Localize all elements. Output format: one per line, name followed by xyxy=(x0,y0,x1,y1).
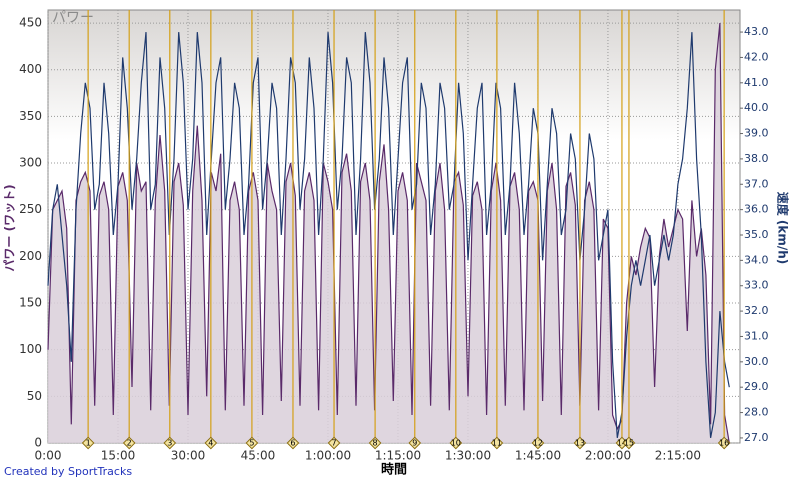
y-tick-label: 200 xyxy=(19,249,42,263)
lap-label: 5 xyxy=(249,439,254,448)
credit: Created by SportTracks xyxy=(4,465,132,478)
x-tick-label: 30:00 xyxy=(171,449,206,463)
x-axis-label: 時間 xyxy=(381,462,407,478)
lap-label: 11 xyxy=(492,439,502,448)
lap-diamond xyxy=(615,436,629,450)
lap-diamond xyxy=(368,436,382,450)
y-tick-label: 50 xyxy=(27,389,42,403)
lap-diamond xyxy=(245,436,259,450)
lap-label: 8 xyxy=(373,439,378,448)
y2-tick-label: 29.0 xyxy=(744,380,769,393)
x-tick-label: 0:00 xyxy=(35,449,62,463)
x-tick-label: 45:00 xyxy=(241,449,276,463)
y2-axis-label: 速度 (km/h) xyxy=(776,192,791,265)
y2-tick-label: 32.0 xyxy=(744,304,769,317)
x-tick-label: 2:00:00 xyxy=(585,449,631,463)
lap-diamond xyxy=(327,436,341,450)
lap-diamond xyxy=(490,436,504,450)
lap-label: 12 xyxy=(533,439,543,448)
y2-tick-label: 38.0 xyxy=(744,152,769,165)
y2-tick-label: 41.0 xyxy=(744,76,769,89)
lap-label: 10 xyxy=(451,439,461,448)
lap-label: 13 xyxy=(575,439,585,448)
y-tick-label: 250 xyxy=(19,202,42,216)
x-tick-label: 1:00:00 xyxy=(305,449,351,463)
y-tick-label: 400 xyxy=(19,62,42,76)
y-tick-label: 300 xyxy=(19,156,42,170)
y2-tick-label: 43.0 xyxy=(744,25,769,38)
y2-tick-label: 37.0 xyxy=(744,177,769,190)
lap-diamond xyxy=(408,436,422,450)
lap-diamond xyxy=(122,436,136,450)
x-tick-label: 15:00 xyxy=(101,449,136,463)
lap-label: 14 xyxy=(617,439,627,448)
y2-tick-label: 35.0 xyxy=(744,228,769,241)
y-tick-label: 150 xyxy=(19,296,42,310)
lap-label: 16 xyxy=(719,439,729,448)
lap-diamond xyxy=(163,436,177,450)
x-tick-label: 1:30:00 xyxy=(445,449,491,463)
lap-label: 6 xyxy=(290,439,295,448)
x-tick-label: 1:15:00 xyxy=(375,449,421,463)
y2-tick-label: 39.0 xyxy=(744,127,769,140)
lap-label: 3 xyxy=(167,439,172,448)
y2-tick-label: 28.0 xyxy=(744,406,769,419)
lap-diamond xyxy=(81,436,95,450)
y-tick-label: 0 xyxy=(34,436,42,450)
lap-label: 7 xyxy=(331,439,336,448)
y-axis-label: パワー (ワット) xyxy=(3,184,17,271)
lap-diamond xyxy=(717,436,731,450)
x-tick-label: 2:15:00 xyxy=(655,449,701,463)
y-tick-label: 100 xyxy=(19,342,42,356)
lap-label: 9 xyxy=(412,439,417,448)
y2-tick-label: 33.0 xyxy=(744,279,769,292)
lap-diamond xyxy=(204,436,218,450)
lap-diamond xyxy=(531,436,545,450)
lap-label: 1 xyxy=(86,439,91,448)
y2-tick-label: 34.0 xyxy=(744,253,769,266)
chart-title: パワー xyxy=(52,10,94,26)
lap-diamond xyxy=(449,436,463,450)
x-tick-label: 1:45:00 xyxy=(515,449,561,463)
y2-tick-label: 27.0 xyxy=(744,431,769,444)
lap-diamond xyxy=(573,436,587,450)
y2-tick-label: 36.0 xyxy=(744,203,769,216)
line xyxy=(47,23,730,444)
y-tick-label: 450 xyxy=(19,16,42,30)
y-tick-label: 350 xyxy=(19,109,42,123)
lap-diamond xyxy=(286,436,300,450)
y2-tick-label: 31.0 xyxy=(744,329,769,342)
y2-tick-label: 30.0 xyxy=(744,355,769,368)
y2-tick-label: 42.0 xyxy=(744,50,769,63)
lap-label: 15 xyxy=(624,439,634,448)
lap-diamond xyxy=(622,436,636,450)
lap-label: 2 xyxy=(127,439,132,448)
y2-tick-label: 40.0 xyxy=(744,101,769,114)
line xyxy=(47,32,730,439)
lap-label: 4 xyxy=(208,439,213,448)
